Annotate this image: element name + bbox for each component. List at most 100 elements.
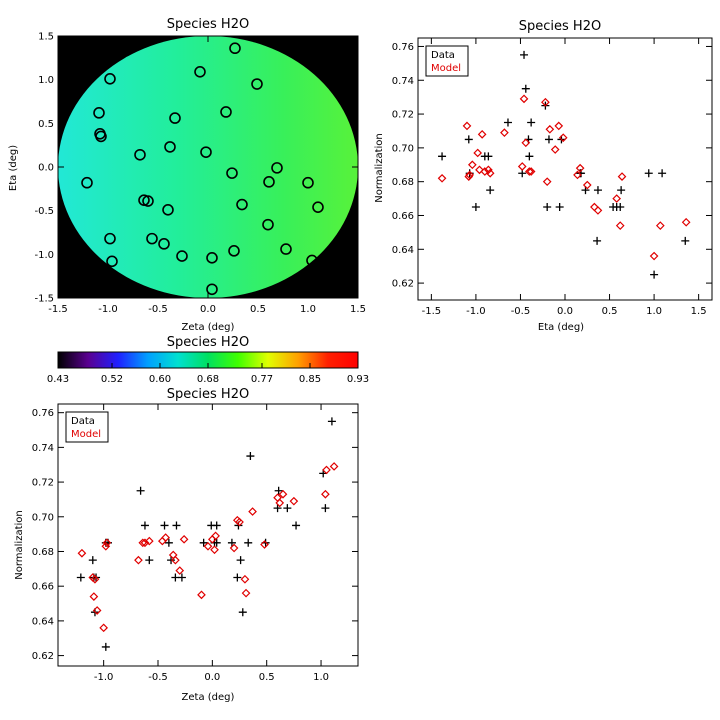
- zeta-model-point: [171, 555, 180, 565]
- eta-model-point: [575, 163, 585, 173]
- zeta-data-point: [292, 521, 301, 530]
- eta-model-point: [521, 138, 531, 148]
- eta-y-tick-label: 0.70: [392, 143, 414, 154]
- map-marker: [251, 78, 263, 90]
- map-marker: [142, 195, 154, 207]
- map-y-tick-label: -1.5: [34, 294, 54, 305]
- map-y-tick-label: 0.0: [38, 163, 54, 174]
- zeta-chart-title: Species H2O: [167, 387, 249, 402]
- eta-y-tick-label: 0.76: [392, 42, 414, 53]
- eta-model-point: [617, 172, 627, 181]
- eta-data-point: [464, 135, 473, 144]
- eta-model-point: [573, 170, 582, 180]
- map-marker: [302, 176, 314, 189]
- map-marker: [169, 112, 181, 124]
- map-x-tick-label: 1.5: [350, 304, 366, 315]
- map-marker: [206, 252, 218, 264]
- eta-model-point: [612, 194, 622, 203]
- eta-data-point: [486, 186, 495, 195]
- map-marker: [262, 218, 274, 231]
- eta-data-point: [658, 169, 667, 178]
- eta-model-point: [590, 202, 599, 212]
- map-y-axis-label: Eta (deg): [8, 145, 19, 191]
- map-x-tick-label: 0.0: [200, 304, 216, 315]
- zeta-data-point: [172, 521, 181, 530]
- colorbar-tick-label: 0.93: [347, 374, 369, 385]
- zeta-model-point: [260, 540, 269, 549]
- eta-x-tick-label: -0.5: [511, 306, 531, 317]
- zeta-data-point: [88, 556, 97, 565]
- zeta-data-point: [236, 556, 245, 565]
- eta-x-tick-label: 0.5: [602, 306, 618, 317]
- colorbar-tick-label: 0.52: [101, 374, 123, 385]
- eta-y-tick-label: 0.62: [392, 279, 414, 290]
- map-marker: [104, 72, 116, 85]
- eta-y-tick-label: 0.74: [392, 76, 414, 87]
- zeta-model-point: [144, 536, 154, 546]
- map-disk: [58, 36, 358, 298]
- map-marker: [306, 254, 318, 267]
- eta-model-point: [477, 129, 487, 139]
- eta-model-point: [525, 167, 534, 176]
- eta-model-point: [465, 170, 475, 180]
- zeta-model-point: [140, 538, 150, 548]
- map-marker: [106, 255, 118, 268]
- map-y-tick-label: -0.5: [34, 206, 54, 217]
- zeta-data-point: [227, 538, 236, 547]
- eta-model-point: [545, 124, 555, 134]
- zeta-data-point: [212, 521, 221, 530]
- eta-data-point: [471, 203, 480, 212]
- eta-y-axis-label: Normalization: [374, 133, 385, 203]
- map-x-tick-label: 0.5: [250, 304, 266, 315]
- eta-x-tick-label: 1.5: [691, 306, 707, 317]
- eta-data-point: [650, 270, 659, 279]
- zeta-data-point: [327, 417, 336, 426]
- eta-model-point: [681, 217, 691, 227]
- map-x-tick-label: -1.5: [48, 304, 68, 315]
- zeta-scatter-panel: Species H2O -1.0 -0.5 0.0 0.5 1.0 0.62 0.64 0.…: [14, 387, 359, 703]
- zeta-data-point: [164, 538, 173, 547]
- zeta-model-point: [77, 548, 87, 558]
- zeta-y-tick-label: 0.76: [32, 408, 54, 419]
- zeta-y-tick-label: 0.74: [32, 443, 54, 454]
- zeta-x-tick-label: 0.5: [259, 672, 275, 683]
- sky-map-panel: Species H2O -1.5 -1.0 -0.5 0.0 0.5 1.0 1.5 -1.…: [8, 17, 366, 333]
- map-y-tick-label: 0.5: [38, 119, 54, 130]
- zeta-model-point: [248, 507, 257, 516]
- eta-data-point: [503, 118, 512, 127]
- eta-model-point: [462, 121, 472, 131]
- zeta-y-tick-label: 0.68: [32, 547, 54, 558]
- zeta-x-axis-label: Zeta (deg): [182, 692, 235, 703]
- zeta-data-point: [233, 573, 242, 582]
- eta-model-point: [473, 148, 483, 158]
- eta-model-point: [480, 167, 490, 176]
- eta-data-point: [438, 152, 447, 161]
- map-title: Species H2O: [167, 17, 249, 32]
- eta-model-point: [484, 165, 493, 175]
- map-marker: [226, 167, 238, 179]
- zeta-data-point: [212, 538, 221, 547]
- zeta-legend-box: [65, 411, 109, 443]
- map-marker: [134, 148, 146, 161]
- eta-data-point: [520, 50, 529, 59]
- eta-data-point: [525, 152, 534, 161]
- eta-data-point: [617, 186, 626, 195]
- zeta-data-point: [244, 538, 253, 547]
- eta-x-tick-label: -1.5: [422, 306, 442, 317]
- colorbar-tick-label: 0.68: [197, 374, 219, 385]
- map-marker: [146, 232, 158, 245]
- eta-model-point: [554, 121, 564, 131]
- eta-data-point: [616, 203, 625, 212]
- zeta-y-tick-label: 0.62: [32, 651, 54, 662]
- colorbar-tick-label: 0.43: [47, 374, 69, 385]
- zeta-y-axis-label: Normalization: [14, 510, 25, 580]
- zeta-plot-frame: [57, 403, 359, 667]
- eta-data-point: [593, 236, 602, 245]
- zeta-data-point: [136, 486, 145, 495]
- eta-legend-model: Model: [431, 63, 461, 74]
- zeta-model-point: [138, 538, 148, 548]
- eta-data-point: [543, 203, 552, 212]
- map-x-axis-label: Zeta (deg): [182, 322, 235, 333]
- eta-model-point: [541, 97, 550, 107]
- colorbar-title: Species H2O: [167, 335, 249, 350]
